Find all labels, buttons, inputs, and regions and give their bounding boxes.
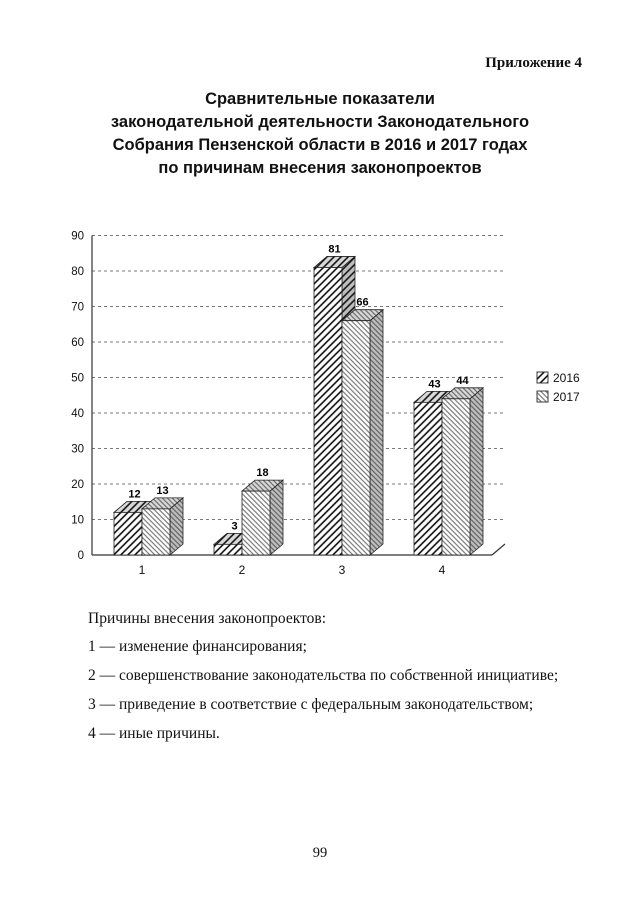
legend-label-2016: 2016 <box>553 371 580 385</box>
bar-2017-cat1 <box>141 508 171 556</box>
chart-area: 0 10 20 30 40 50 60 70 80 90 12 13 1 3 18 2 81 66 3 43 44 4 20… <box>50 205 590 605</box>
bar-2017-cat2 <box>241 490 271 556</box>
bar-value-label: 3 <box>231 520 237 532</box>
x-tick-label: 2 <box>239 563 246 577</box>
note-item-1: 1 — изменение финансирования; <box>88 638 307 655</box>
page-title: Сравнительные показатели законодательной… <box>0 88 640 180</box>
y-tick-label: 90 <box>71 231 84 243</box>
title-line-2: законодательной деятельности Законодател… <box>110 113 530 131</box>
bar-2016-cat1 <box>113 511 143 556</box>
note-item-4: 4 — иные причины. <box>88 725 220 742</box>
bar-side-shade <box>270 480 283 555</box>
title-line-3: Собрания Пензенской области в 2016 и 201… <box>112 136 528 154</box>
y-tick-label: 70 <box>71 302 84 314</box>
y-tick-label: 60 <box>71 337 84 349</box>
legend-label-2017: 2017 <box>553 390 580 404</box>
bar-top-shade <box>142 497 183 509</box>
bar-top-shade <box>242 480 283 492</box>
title-line-1: Сравнительные показатели <box>205 90 435 108</box>
bar-value-label: 44 <box>456 375 469 387</box>
legend-swatch-2016 <box>536 371 549 384</box>
x-tick-label: 3 <box>339 563 346 577</box>
x-tick-label: 4 <box>439 563 446 577</box>
floor-edge <box>491 543 506 556</box>
note-item-3: 3 — приведение в соответствие с федераль… <box>88 696 534 713</box>
bar-side-shade <box>470 387 483 555</box>
page-number: 99 <box>312 845 328 861</box>
y-tick-label: 80 <box>71 266 84 278</box>
y-tick-label: 30 <box>71 444 84 456</box>
notes-heading: Причины внесения законопроектов: <box>88 610 327 627</box>
bar-value-label: 43 <box>428 378 440 390</box>
y-tick-label: 40 <box>71 408 84 420</box>
bar-value-label: 12 <box>128 488 140 500</box>
bar-2016-cat3 <box>313 267 343 556</box>
notes-block: Причины внесения законопроектов: 1 — изм… <box>88 610 578 754</box>
y-tick-label: 20 <box>71 479 84 491</box>
bar-2017-cat4 <box>441 398 471 556</box>
bar-top-shade <box>342 309 383 321</box>
title-line-4: по причинам внесения законопроектов <box>158 159 482 177</box>
bar-2016-cat2 <box>213 543 243 556</box>
bar-value-label: 13 <box>156 485 168 497</box>
bar-top-shade <box>314 256 355 268</box>
note-item-2: 2 — совершенствование законодательства п… <box>88 667 559 684</box>
bar-2016-cat4 <box>413 401 443 556</box>
bar-top-shade <box>442 387 483 399</box>
y-tick-label: 0 <box>78 550 84 562</box>
bar-side-shade <box>170 497 183 555</box>
bar-value-label: 81 <box>328 243 340 255</box>
y-tick-label: 50 <box>71 373 84 385</box>
bar-side-shade <box>370 309 383 555</box>
bar-value-label: 66 <box>356 297 368 309</box>
bar-2017-cat3 <box>341 320 371 556</box>
y-tick-label: 10 <box>71 515 84 527</box>
legend-swatch-2017 <box>536 390 549 403</box>
x-tick-label: 1 <box>139 563 146 577</box>
appendix-label: Приложение 4 <box>485 55 582 71</box>
bar-value-label: 18 <box>256 467 268 479</box>
